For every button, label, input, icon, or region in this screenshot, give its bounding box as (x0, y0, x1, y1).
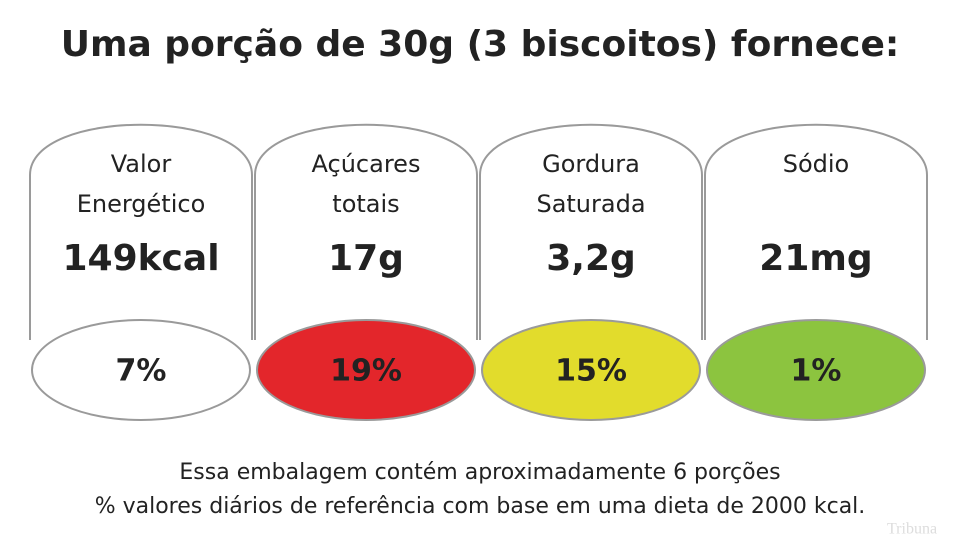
daily-percent: 7% (116, 354, 167, 389)
title: Uma porção de 30g (3 biscoitos) fornece: (61, 24, 900, 65)
daily-percent: 1% (791, 354, 842, 389)
panel-outline (704, 123, 928, 340)
percent-badge (706, 319, 926, 421)
daily-percent: 19% (330, 354, 402, 389)
footer-line: Essa embalagem contém aproximadamente 6 … (179, 460, 780, 485)
footer-line: % valores diários de referência com base… (95, 494, 866, 519)
percent-badge (481, 319, 701, 421)
panel-outline (254, 123, 478, 340)
daily-percent: 15% (555, 354, 627, 389)
nutrient-name: Saturada (536, 190, 645, 218)
nutrient-name: Energético (77, 190, 206, 218)
nutrient-name: Gordura (542, 150, 640, 178)
nutrient-name: Açúcares (312, 150, 421, 178)
nutrient-amount: 3,2g (546, 238, 636, 279)
nutrient-amount: 21mg (759, 238, 872, 279)
panel-outline (29, 123, 253, 340)
percent-badge (256, 319, 476, 421)
nutrient-amount: 17g (328, 238, 404, 279)
watermark: Tribuna (887, 521, 937, 538)
nutrient-amount: 149kcal (62, 238, 219, 279)
panel-outline (479, 123, 703, 340)
nutrient-name: Valor (111, 150, 172, 178)
percent-badge (31, 319, 251, 421)
nutrient-name: totais (332, 190, 399, 218)
nutrient-name: Sódio (783, 150, 850, 178)
